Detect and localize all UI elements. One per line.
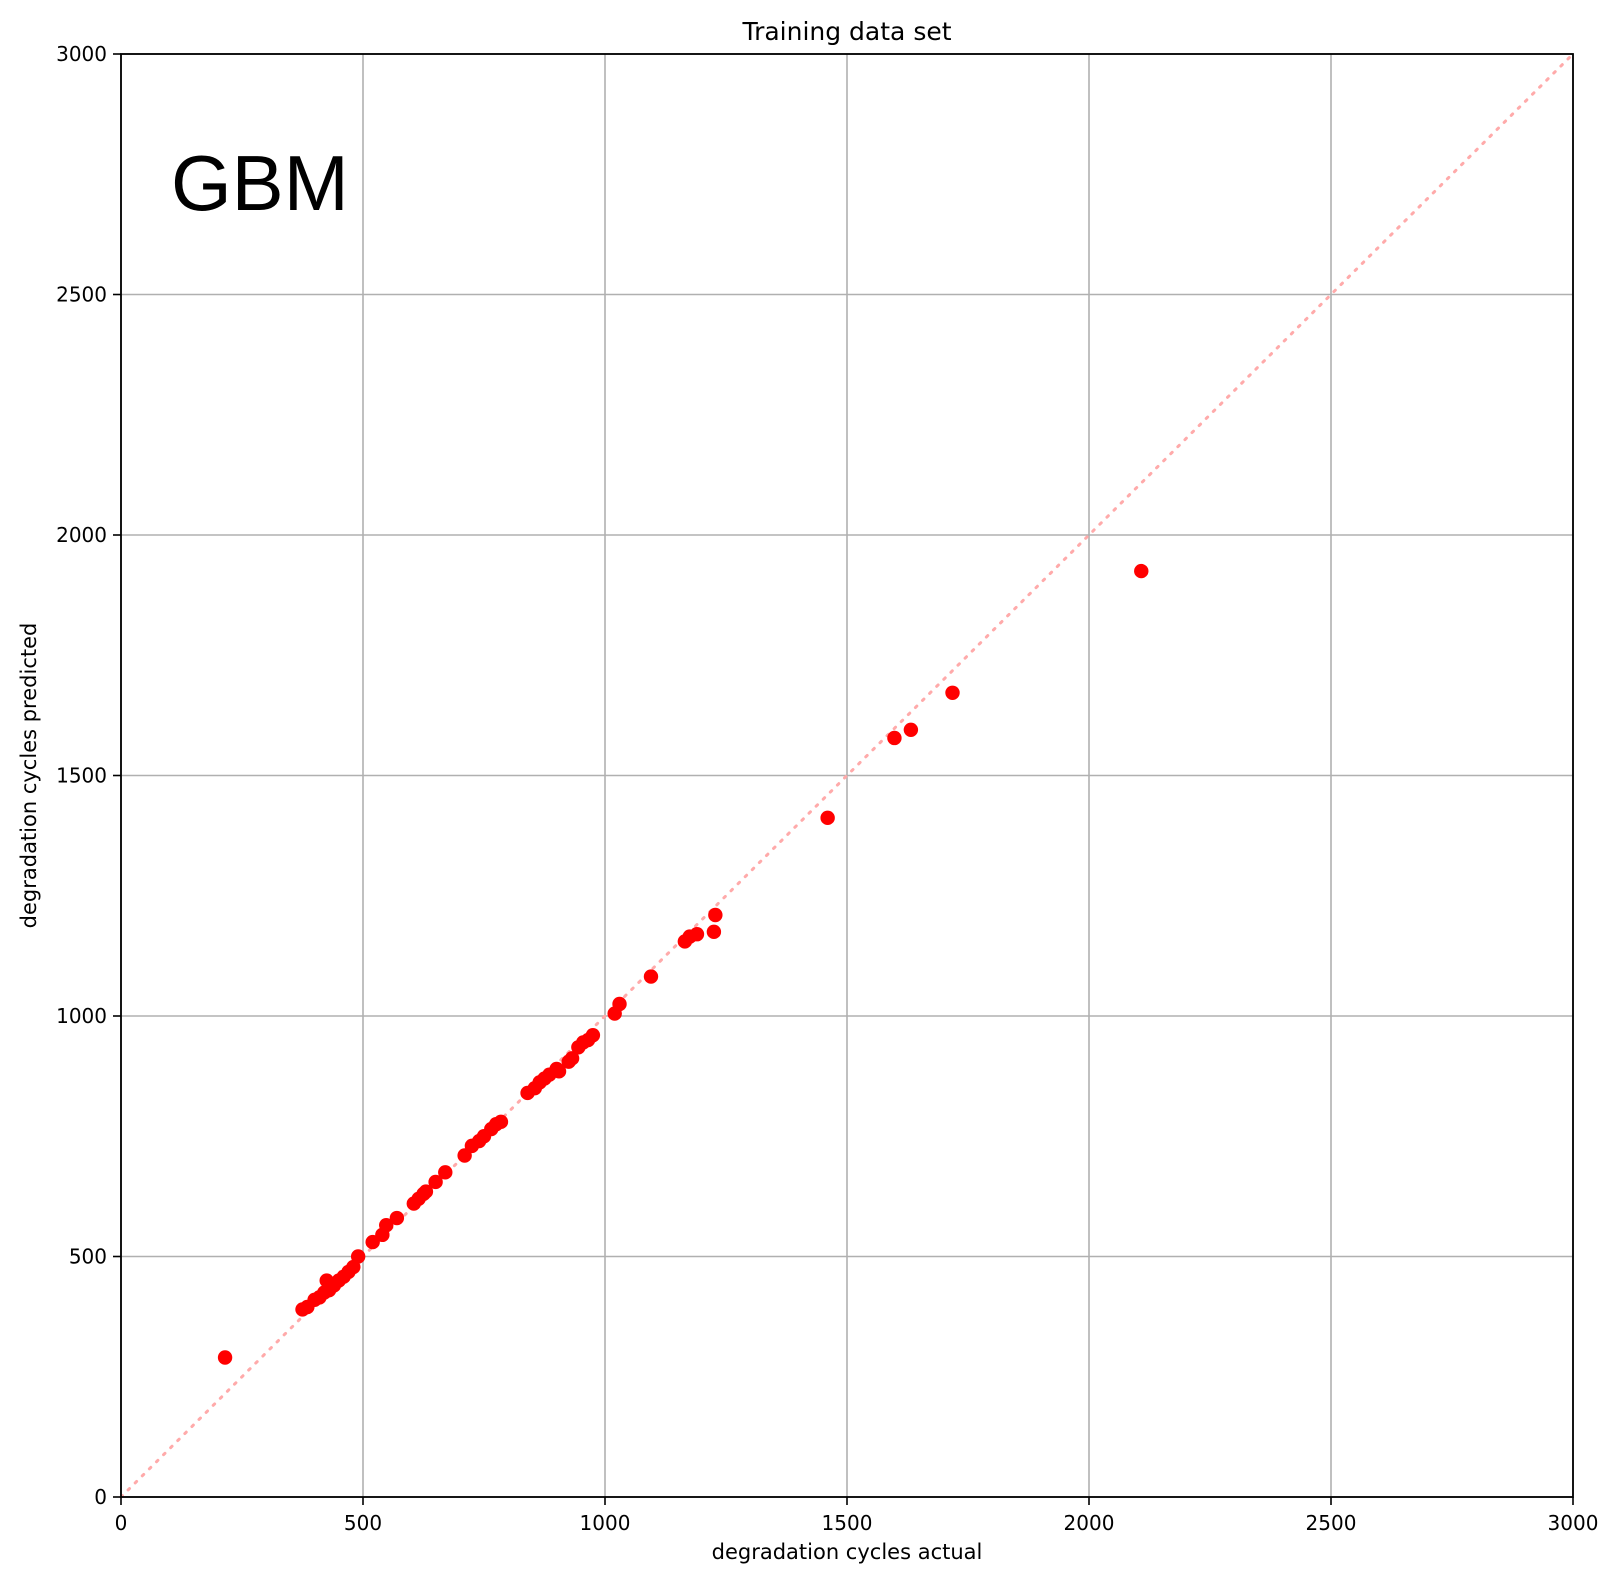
data-point bbox=[689, 927, 705, 942]
data-point bbox=[706, 924, 722, 940]
data-point bbox=[612, 996, 627, 1012]
x-tick-label: 0 bbox=[115, 1511, 128, 1535]
data-point bbox=[903, 722, 919, 738]
y-tick-label: 1500 bbox=[56, 764, 107, 788]
data-point bbox=[438, 1165, 453, 1180]
y-tick-label: 3000 bbox=[56, 42, 107, 66]
data-point bbox=[493, 1114, 509, 1130]
data-point bbox=[389, 1210, 405, 1226]
data-point bbox=[887, 730, 902, 746]
y-tick-label: 2500 bbox=[56, 283, 107, 307]
data-point bbox=[217, 1350, 233, 1365]
data-point bbox=[945, 685, 960, 700]
data-point bbox=[379, 1218, 394, 1233]
y-axis-label: degradation cycles predicted bbox=[17, 623, 41, 929]
data-point bbox=[585, 1028, 601, 1043]
x-axis-ticks: 0 500 1000 1500 2000 2500 3000 bbox=[115, 1497, 1599, 1535]
y-tick-label: 0 bbox=[94, 1485, 107, 1509]
data-point bbox=[820, 810, 835, 826]
model-annotation: GBM bbox=[171, 139, 349, 227]
chart-title: Training data set bbox=[741, 17, 951, 46]
x-tick-label: 2000 bbox=[1064, 1511, 1115, 1535]
x-tick-label: 2500 bbox=[1306, 1511, 1357, 1535]
data-point bbox=[564, 1051, 580, 1066]
data-point bbox=[643, 969, 659, 984]
data-point bbox=[350, 1249, 366, 1264]
y-tick-label: 2000 bbox=[56, 523, 107, 547]
x-tick-label: 1000 bbox=[580, 1511, 631, 1535]
x-tick-label: 3000 bbox=[1548, 1511, 1599, 1535]
x-tick-label: 1500 bbox=[822, 1511, 873, 1535]
data-point bbox=[418, 1184, 434, 1199]
data-point bbox=[428, 1174, 443, 1190]
data-points bbox=[217, 563, 1149, 1365]
data-point bbox=[551, 1064, 567, 1079]
y-tick-label: 1000 bbox=[56, 1004, 107, 1028]
data-point bbox=[1134, 563, 1149, 579]
y-axis-ticks: 0 500 1000 1500 2000 2500 3000 bbox=[56, 42, 121, 1509]
x-tick-label: 500 bbox=[344, 1511, 382, 1535]
y-tick-label: 500 bbox=[69, 1245, 107, 1269]
x-axis-label: degradation cycles actual bbox=[712, 1540, 983, 1564]
data-point bbox=[708, 907, 723, 923]
